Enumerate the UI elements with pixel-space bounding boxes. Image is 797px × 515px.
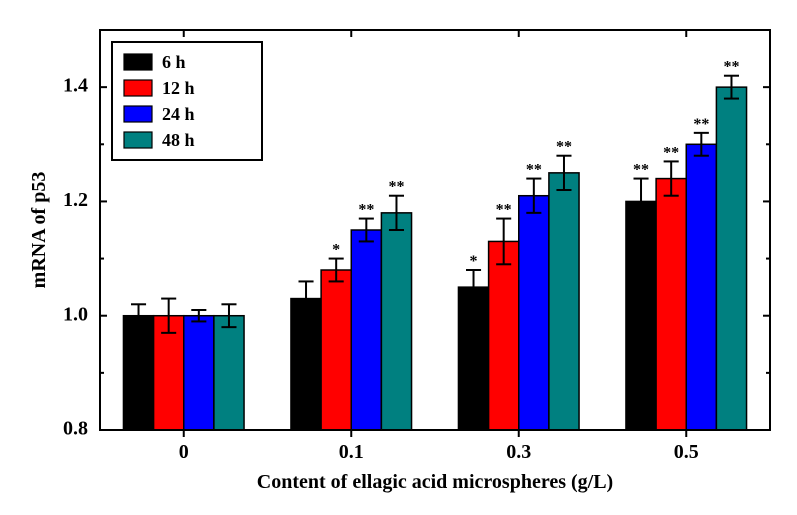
legend-swatch: [124, 106, 152, 122]
bar: [458, 287, 488, 430]
bar: [351, 230, 381, 430]
y-tick-label: 0.8: [63, 418, 88, 440]
significance-label: **: [496, 202, 512, 219]
significance-label: **: [388, 179, 404, 196]
legend-label: 24 h: [162, 104, 195, 124]
bar: [214, 316, 244, 430]
bar: [123, 316, 153, 430]
bar: [519, 196, 549, 430]
significance-label: *: [470, 253, 478, 270]
significance-label: *: [332, 242, 340, 259]
legend-swatch: [124, 54, 152, 70]
x-tick-label: 0.5: [674, 441, 699, 463]
bar: [184, 316, 214, 430]
significance-label: **: [633, 162, 649, 179]
legend-label: 12 h: [162, 78, 195, 98]
legend-swatch: [124, 132, 152, 148]
significance-label: **: [526, 162, 542, 179]
legend-label: 48 h: [162, 130, 195, 150]
legend-swatch: [124, 80, 152, 96]
y-tick-label: 1.2: [63, 189, 88, 211]
y-tick-label: 1.0: [63, 303, 88, 325]
bar: [291, 299, 321, 430]
bar: [381, 213, 411, 430]
significance-label: **: [693, 116, 709, 133]
x-tick-label: 0: [179, 441, 189, 463]
bar: [489, 241, 519, 430]
y-axis-label: mRNA of p53: [28, 172, 50, 289]
chart-svg: 0.81.01.21.400.10.30.5******************…: [0, 0, 797, 515]
significance-label: **: [663, 144, 679, 161]
bar: [626, 201, 656, 430]
bar: [321, 270, 351, 430]
significance-label: **: [358, 202, 374, 219]
legend-label: 6 h: [162, 52, 186, 72]
significance-label: **: [723, 59, 739, 76]
significance-label: **: [556, 139, 572, 156]
x-tick-label: 0.1: [339, 441, 364, 463]
bar: [686, 144, 716, 430]
x-axis-label: Content of ellagic acid microspheres (g/…: [257, 471, 613, 493]
x-tick-label: 0.3: [506, 441, 531, 463]
bar: [549, 173, 579, 430]
bar: [716, 87, 746, 430]
bar: [656, 179, 686, 430]
y-tick-label: 1.4: [63, 75, 88, 97]
p53-bar-chart: 0.81.01.21.400.10.30.5******************…: [0, 0, 797, 515]
legend: 6 h 12 h 24 h 48 h: [112, 42, 262, 160]
